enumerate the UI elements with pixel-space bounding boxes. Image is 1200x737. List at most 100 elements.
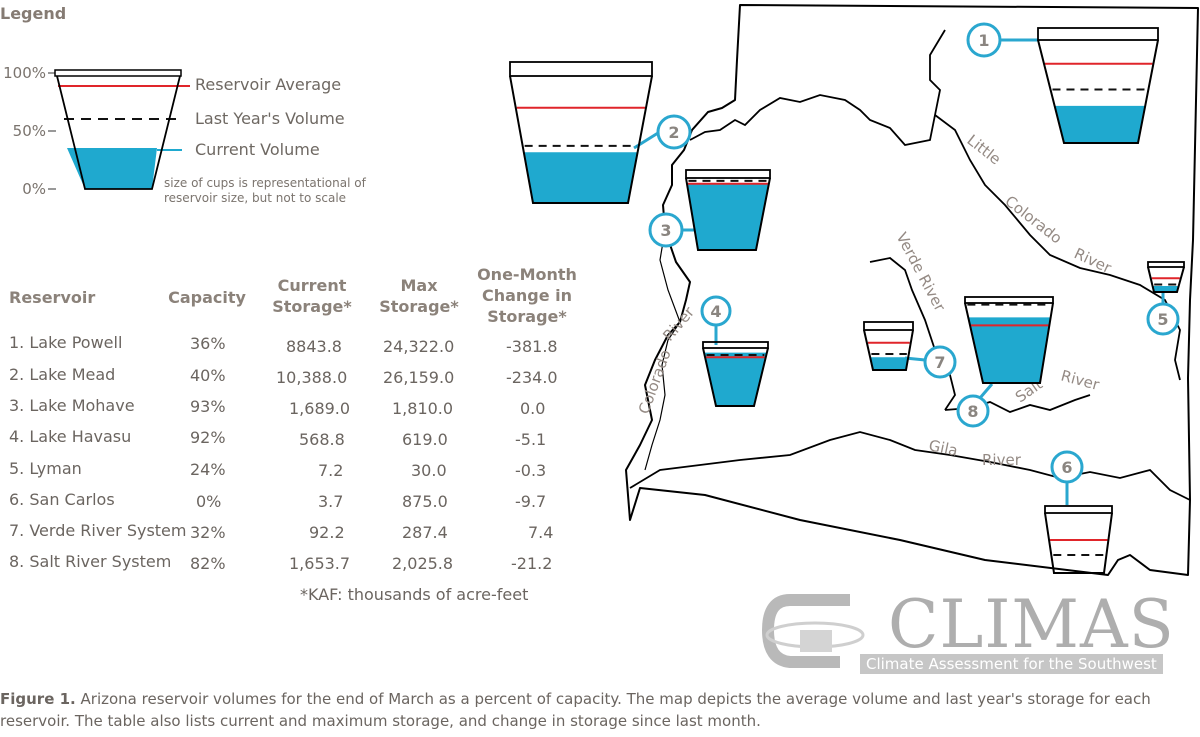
marker-1-label: 1 — [978, 31, 989, 50]
legend-note: size of cups is representational of rese… — [164, 176, 366, 205]
cup-3-body — [685, 177, 771, 251]
cup-1-rim — [1037, 27, 1159, 41]
legend-pct-0: 0% — [22, 180, 46, 198]
river-little-colorado — [934, 114, 1181, 381]
cup-4-current-water — [704, 352, 767, 406]
table-cell-max: 30.0 — [411, 461, 447, 480]
table-cell-change: -0.3 — [515, 461, 547, 480]
label-colorado-w: Colorado — [635, 347, 675, 416]
cup-6-rim — [1044, 505, 1113, 514]
cup-2-rim — [509, 61, 653, 77]
marker-8: 8 — [956, 394, 990, 428]
table-cell-capacity: 82% — [190, 554, 226, 573]
river-colorado-upper — [689, 29, 946, 146]
table-cell-current: 10,388.0 — [276, 368, 348, 387]
cup-5-current-water — [1152, 286, 1179, 292]
cup-6-body — [1044, 512, 1113, 574]
cup-5-body — [1147, 266, 1185, 293]
table-cell-change: -9.7 — [515, 492, 547, 511]
table-cell-name: 3. Lake Mohave — [9, 396, 135, 415]
cup-7-body — [863, 329, 914, 371]
cup-7 — [863, 321, 914, 371]
label-river-w: River — [659, 303, 698, 345]
arizona-map: Little Colorado River Verde River Salt R… — [509, 4, 1199, 576]
cup-3-rim — [685, 169, 771, 179]
th-change: One-Month Change in Storage* — [477, 265, 577, 326]
table-cell-change: -234.0 — [506, 368, 558, 387]
table-cell-name: 5. Lyman — [9, 459, 82, 478]
table-cell-name: 6. San Carlos — [9, 490, 115, 509]
logo-name: CLIMAS — [888, 586, 1175, 663]
cup-3-current-water — [686, 183, 770, 250]
cup-8-body — [964, 302, 1054, 384]
marker-4: 4 — [700, 295, 732, 327]
th-max-storage: Max Storage* — [379, 276, 459, 316]
cup-4-body — [702, 347, 769, 407]
marker-6-label: 6 — [1061, 458, 1072, 477]
cup-4-rim — [702, 341, 769, 349]
marker-7-label: 7 — [934, 353, 945, 372]
table-cell-change: 0.0 — [520, 399, 546, 418]
table-cell-current: 92.2 — [309, 523, 345, 542]
table-cell-capacity: 92% — [190, 428, 226, 447]
logo-tagline: Climate Assessment for the Southwest — [860, 654, 1163, 674]
table-cell-max: 619.0 — [402, 430, 448, 449]
table-cell-current: 1,689.0 — [289, 399, 351, 418]
table-cell-name: 8. Salt River System — [9, 552, 172, 571]
label-little: Little — [964, 131, 1005, 168]
marker-3-label: 3 — [660, 221, 671, 240]
marker-1: 1 — [966, 22, 1002, 58]
th-reservoir: Reservoir — [9, 288, 96, 307]
legend-current-label: Current Volume — [195, 140, 320, 159]
table-cell-change: 7.4 — [528, 523, 554, 542]
table-cell-name: 4. Lake Havasu — [9, 427, 132, 446]
cup-5 — [1147, 261, 1185, 293]
table-cell-change: -21.2 — [511, 554, 553, 573]
marker-2: 2 — [656, 114, 692, 150]
marker-8-label: 8 — [967, 402, 978, 421]
label-gila: Gila — [927, 436, 959, 460]
reservoir-cups — [509, 27, 1185, 574]
table-cell-capacity: 93% — [190, 397, 226, 416]
caption-text: Arizona reservoir volumes for the end of… — [0, 690, 1151, 730]
table-cell-capacity: 0% — [196, 492, 222, 511]
climas-logo: CLIMAS Climate Assessment for the Southw… — [760, 586, 1200, 680]
table-footnote: *KAF: thousands of acre-feet — [300, 585, 529, 604]
legend-last-year-label: Last Year's Volume — [195, 109, 345, 128]
legend-title: Legend — [0, 4, 67, 23]
label-gila-river: River — [982, 451, 1022, 469]
table-cell-max: 24,322.0 — [383, 337, 455, 356]
legend-pct-100: 100% — [3, 64, 46, 82]
table-cell-name: 7. Verde River System — [9, 521, 187, 540]
table-cell-current: 8843.8 — [286, 337, 342, 356]
cup-7-current-water — [870, 357, 909, 370]
cup-5-rim — [1147, 261, 1185, 268]
marker-5: 5 — [1146, 302, 1180, 336]
marker-2-label: 2 — [668, 123, 679, 142]
table-cell-max: 1,810.0 — [392, 399, 454, 418]
cup-8-current-water — [968, 317, 1051, 383]
cup-2-body — [509, 75, 653, 204]
marker-5-label: 5 — [1157, 310, 1168, 329]
marker-6: 6 — [1050, 450, 1084, 484]
cup-3 — [685, 169, 771, 251]
cup-4 — [702, 341, 769, 407]
table-cell-current: 7.2 — [318, 461, 344, 480]
marker-7: 7 — [923, 345, 957, 379]
legend-average-label: Reservoir Average — [195, 75, 342, 94]
label-salt-river: River — [1059, 366, 1102, 394]
table-cell-current: 568.8 — [299, 430, 345, 449]
marker-4-label: 4 — [710, 302, 721, 321]
table-cell-change: -381.8 — [506, 337, 558, 356]
table-cell-max: 2,025.8 — [392, 554, 454, 573]
cup-8 — [964, 296, 1054, 384]
river-colorado-west — [644, 229, 681, 471]
cup-2-current-water — [523, 152, 638, 203]
label-river-ne: River — [1071, 244, 1115, 277]
th-current-storage: Current Storage* — [272, 276, 352, 316]
figure-caption: Figure 1. Arizona reservoir volumes for … — [0, 688, 1200, 732]
cup-6 — [1044, 505, 1113, 574]
table-cell-capacity: 24% — [190, 460, 226, 479]
table-cell-current: 3.7 — [318, 492, 344, 511]
label-verde-river: Verde River — [892, 229, 949, 315]
